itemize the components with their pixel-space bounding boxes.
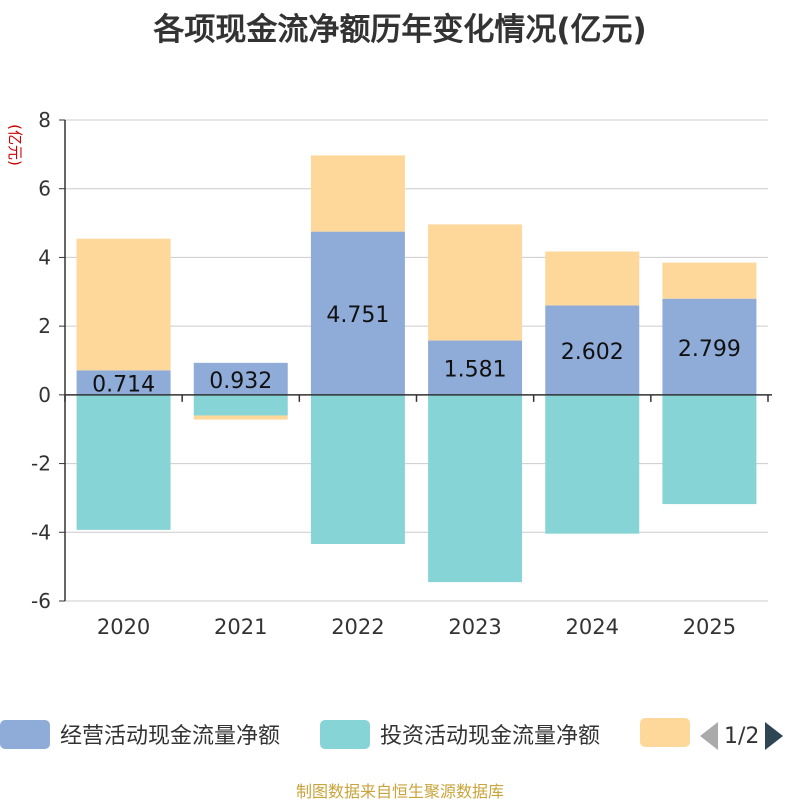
bar-2020-series-0 [76,370,171,395]
bar-2021-series-1 [193,394,288,416]
source-footer: 制图数据来自恒生聚源数据库 [295,782,504,801]
legend-next-icon[interactable] [765,722,784,750]
bar-2023-series-2 [428,224,523,341]
bar-2022-series-1 [310,394,405,544]
x-tick-label: 2024 [566,615,619,639]
legend-item-operating[interactable]: 经营活动现金流量净额 [0,718,280,750]
y-tick-label: 6 [38,177,51,201]
data-label-2023: 1.581 [444,358,507,383]
bar-2021-series-2 [193,415,288,420]
x-tick-label: 2022 [331,615,384,639]
bar-2020-series-2 [76,238,171,371]
data-label-2020: 0.714 [92,373,155,398]
legend: 经营活动现金流量净额 投资活动现金流量净额 1/2 [0,716,800,756]
bar-2023-series-1 [428,394,523,583]
y-axis-title: (亿元) [6,124,24,166]
y-tick-label: -4 [31,520,51,544]
x-tick-label: 2023 [448,615,501,639]
y-tick-label: -2 [31,452,51,476]
legend-item-investing[interactable]: 投资活动现金流量净额 [320,718,600,750]
bar-2024-series-0 [545,305,640,395]
bar-2022-series-0 [310,231,405,395]
bar-2025-series-2 [662,262,757,299]
data-label-2021: 0.932 [209,369,272,394]
legend-page-indicator: 1/2 [724,723,760,749]
y-tick-label: 4 [38,245,51,269]
y-tick-label: 0 [38,383,51,407]
x-tick-label: 2021 [214,615,267,639]
legend-pager: 1/2 [700,718,800,754]
legend-label-investing: 投资活动现金流量净额 [380,724,601,749]
bar-2025-series-1 [662,394,757,505]
bar-2021-series-0 [193,362,288,395]
bar-2023-series-0 [428,340,523,395]
bar-2025-series-0 [662,298,757,395]
bar-2022-series-2 [310,155,405,232]
y-tick-label: 8 [38,108,51,132]
data-label-2022: 4.751 [326,303,389,328]
data-label-2025: 2.799 [678,337,741,362]
x-tick-label: 2025 [683,615,736,639]
chart-title: 各项现金流净额历年变化情况(亿元) [153,12,647,48]
legend-item-financing[interactable] [640,718,700,747]
x-tick-label: 2020 [97,615,150,639]
y-tick-label: 2 [38,314,51,338]
legend-swatch-investing [320,719,370,749]
data-label-2024: 2.602 [561,340,624,365]
bar-2020-series-1 [76,394,171,530]
legend-swatch-operating [0,719,50,749]
y-tick-label: -6 [31,589,51,613]
bar-2024-series-1 [545,394,640,534]
bar-2024-series-2 [545,251,640,306]
legend-swatch-financing [640,718,690,747]
legend-prev-icon[interactable] [700,722,718,750]
legend-label-operating: 经营活动现金流量净额 [60,724,281,749]
